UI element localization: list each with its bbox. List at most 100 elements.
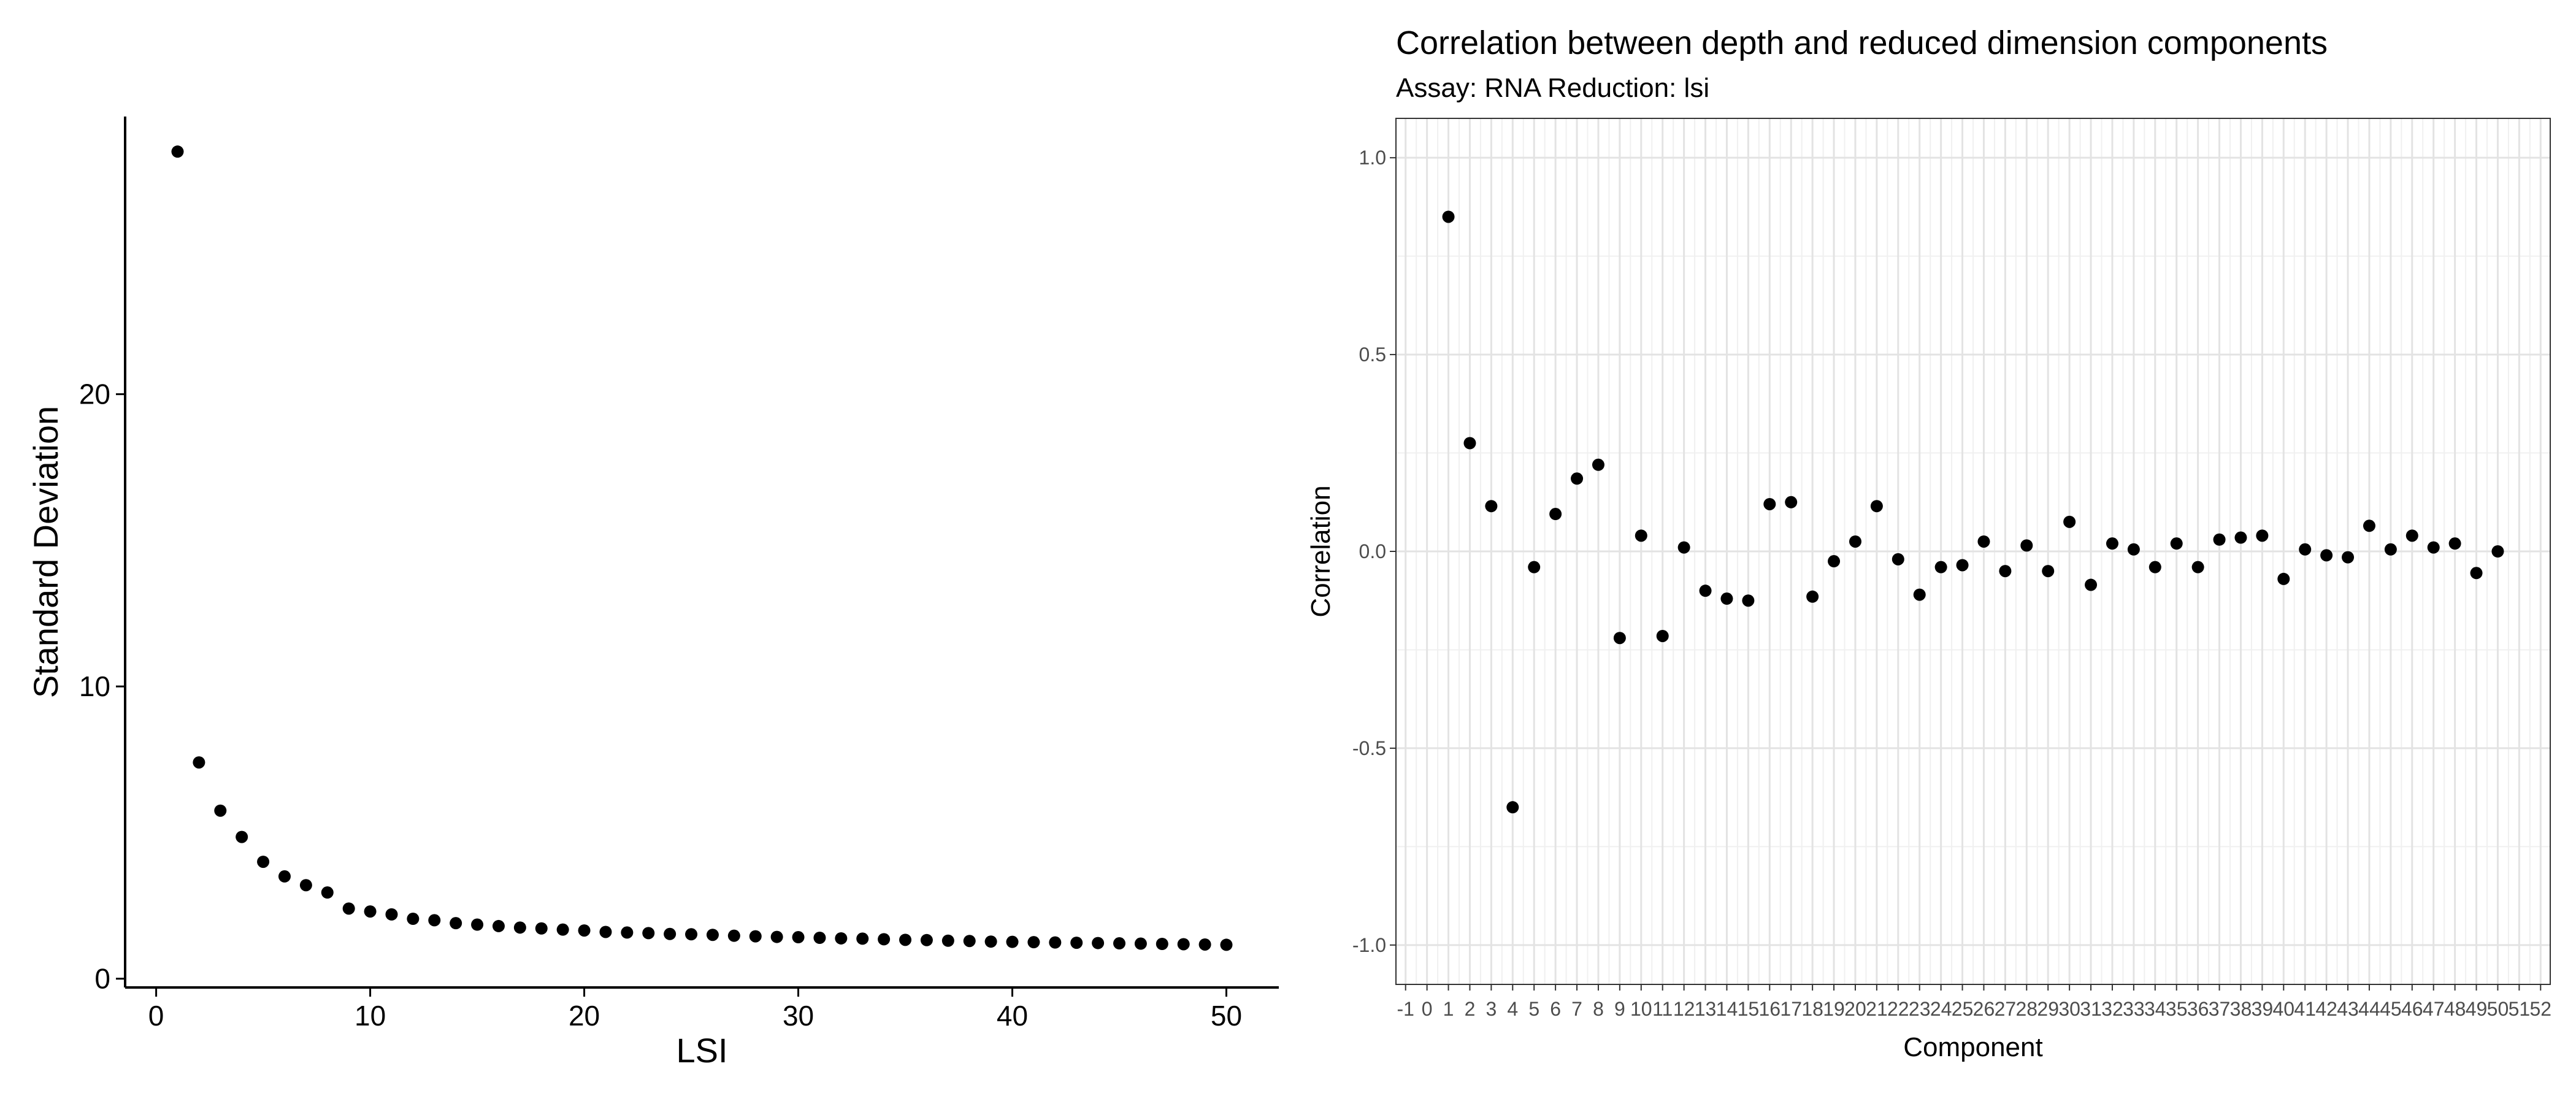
x-tick-label: 11: [1652, 998, 1673, 1020]
data-point: [2491, 545, 2504, 558]
data-point: [1849, 535, 1861, 548]
data-point: [1785, 496, 1798, 508]
x-tick-label: 44: [2358, 998, 2380, 1020]
x-tick-label: 5: [1528, 998, 1539, 1020]
data-point: [385, 908, 398, 921]
data-point: [1870, 500, 1883, 513]
data-point: [685, 928, 698, 941]
data-point: [171, 145, 184, 158]
data-point: [1442, 210, 1455, 223]
data-point: [556, 923, 569, 936]
data-point: [2149, 561, 2161, 573]
data-point: [1699, 585, 1712, 597]
data-point: [1528, 561, 1541, 573]
x-tick-label: 9: [1614, 998, 1625, 1020]
data-point: [2085, 578, 2098, 591]
data-point: [471, 918, 484, 931]
y-tick-label: -1.0: [1352, 934, 1386, 956]
data-point: [2448, 537, 2461, 550]
data-point: [1828, 555, 1841, 568]
data-point: [1092, 937, 1105, 949]
x-tick-label: 40: [997, 1000, 1028, 1032]
data-point: [920, 933, 933, 946]
data-point: [792, 931, 805, 944]
data-point: [2042, 565, 2055, 578]
x-tick-label: 30: [2058, 998, 2080, 1020]
depth-correlation-plot: -1 0 1 2 3 4 5 6 7 8 9 10 11 12 13 14 15 16 17 18 19 20 21 22 23…: [1306, 25, 2551, 1062]
data-point: [450, 917, 462, 930]
data-point: [642, 927, 655, 940]
data-point: [578, 924, 591, 937]
data-point: [1720, 592, 1733, 605]
data-point: [599, 926, 612, 938]
data-point: [770, 930, 783, 943]
x-tick-label: 43: [2337, 998, 2359, 1020]
data-point: [727, 929, 740, 942]
data-point: [835, 932, 848, 945]
data-point: [1892, 553, 1904, 565]
x-tick-label: 47: [2423, 998, 2445, 1020]
data-point: [1220, 938, 1233, 951]
data-point: [1506, 801, 1519, 814]
x-tick-label: 8: [1593, 998, 1604, 1020]
data-point: [1977, 535, 1990, 548]
x-tick-label: 51: [2509, 998, 2531, 1020]
x-tick-label: 46: [2401, 998, 2423, 1020]
x-tick-label: 42: [2315, 998, 2337, 1020]
x-tick-label: 13: [1695, 998, 1717, 1020]
x-tick-label: 31: [2080, 998, 2102, 1020]
x-tick-label: 34: [2144, 998, 2166, 1020]
x-tick-label: 50: [1211, 1000, 1242, 1032]
y-tick-label: 20: [79, 378, 110, 410]
data-point: [2256, 529, 2269, 542]
data-point: [2277, 572, 2290, 585]
data-point: [2470, 567, 2483, 580]
data-point: [257, 856, 270, 868]
x-tick-label: 41: [2294, 998, 2316, 1020]
x-tick-label: 17: [1780, 998, 1802, 1020]
x-tick-label: 12: [1673, 998, 1695, 1020]
x-tick-label: 10: [355, 1000, 386, 1032]
data-point: [706, 929, 719, 941]
data-point: [321, 886, 334, 899]
x-tick-label: 6: [1550, 998, 1561, 1020]
y-tick-label: 0.0: [1359, 540, 1386, 562]
data-point: [364, 905, 377, 918]
data-point: [1613, 632, 1626, 645]
x-tick-label: 27: [1995, 998, 2017, 1020]
chart-subtitle: Assay: RNA Reduction: lsi: [1396, 73, 1709, 103]
x-tick-label: 22: [1887, 998, 1909, 1020]
data-point: [1198, 938, 1211, 951]
x-tick-label: 32: [2101, 998, 2123, 1020]
data-point: [2106, 537, 2118, 550]
x-tick-label: 52: [2529, 998, 2551, 1020]
data-point: [193, 756, 205, 769]
data-point: [1742, 594, 1755, 607]
data-point: [214, 804, 227, 817]
x-tick-label: 20: [569, 1000, 600, 1032]
data-point: [1049, 936, 1062, 949]
y-tick-label: 0.5: [1359, 343, 1386, 366]
x-tick-label: 2: [1465, 998, 1476, 1020]
data-point: [1463, 437, 1476, 450]
data-point: [621, 926, 634, 939]
data-point: [2020, 539, 2033, 552]
data-point: [2320, 549, 2333, 562]
data-point: [1485, 500, 1498, 513]
data-point: [963, 935, 976, 948]
data-point: [1113, 937, 1126, 950]
y-tick-label: -0.5: [1352, 737, 1386, 759]
y-tick-label: 0: [94, 963, 110, 995]
x-axis-title: Component: [1903, 1032, 2042, 1062]
x-tick-label: 28: [2015, 998, 2037, 1020]
data-point: [1806, 590, 1819, 603]
data-point: [2384, 543, 2397, 556]
x-tick-label: 35: [2166, 998, 2188, 1020]
data-point: [1571, 472, 1584, 485]
x-tick-label: 23: [1909, 998, 1931, 1020]
data-point: [2405, 529, 2418, 542]
x-tick-label: 15: [1738, 998, 1760, 1020]
data-point: [2127, 543, 2140, 556]
data-point: [1999, 565, 2012, 578]
data-point: [236, 830, 248, 843]
